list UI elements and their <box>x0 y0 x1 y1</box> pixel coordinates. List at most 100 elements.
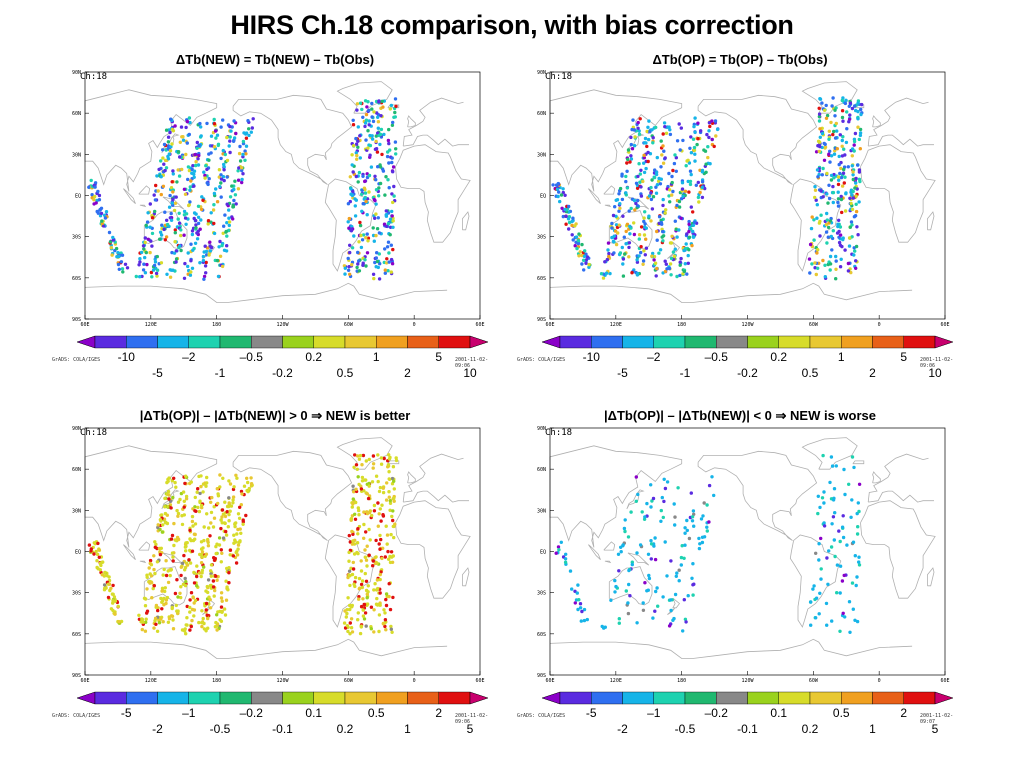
colorbar-label: 1 <box>372 350 380 364</box>
colorbar-label: –2 <box>647 350 661 364</box>
lat-tick-label: 30N <box>72 508 81 514</box>
colorbar-label: 10 <box>463 366 477 380</box>
colorbar-label: -5 <box>585 706 597 720</box>
lat-tick-label: 30N <box>537 508 546 514</box>
colorbar-label: –1 <box>647 706 661 720</box>
colorbar-label: –2 <box>182 350 196 364</box>
colorbar-label: –0.2 <box>704 706 728 720</box>
lon-tick-label: 0 <box>413 322 416 326</box>
colorbar-label: 0.5 <box>801 366 819 380</box>
panel-op-minus-obs: ΔTb(OP) = Tb(OP) – Tb(Obs) Ch:18 90N 60N 30N… <box>515 52 965 397</box>
colorbar <box>76 691 489 705</box>
colorbar-label: 1 <box>404 722 411 736</box>
colorbar-label: -0.2 <box>737 366 758 380</box>
lon-tick-label: 60E <box>80 322 89 326</box>
coastlines <box>549 437 936 659</box>
lon-tick-label: 60W <box>344 678 354 682</box>
timestamp: 2001-11-02-09:06 <box>920 357 954 369</box>
map-frame <box>84 71 481 320</box>
lon-tick-label: 0 <box>413 678 416 682</box>
lon-tick-label: 60E <box>545 678 554 682</box>
colorbar-label: –0.2 <box>239 706 263 720</box>
timestamp: 2001-11-02-09:07 <box>920 713 954 725</box>
lon-tick-label: 180 <box>677 678 686 682</box>
observation-points <box>551 96 864 281</box>
channel-label: Ch:18 <box>545 428 572 438</box>
timestamp: 2001-11-02-09:06 <box>455 713 489 725</box>
colorbar-label: 5 <box>466 722 474 736</box>
lon-tick-label: 0 <box>878 678 881 682</box>
lon-tick-label: 0 <box>878 322 881 326</box>
colorbar <box>76 335 489 349</box>
colorbar-label: 1 <box>869 722 876 736</box>
colorbar-label: -5 <box>152 366 163 380</box>
panel-new-is-better: |ΔTb(OP)| – |ΔTb(NEW)| > 0 ⇒ NEW is bett… <box>50 408 500 753</box>
lon-tick-label: 120E <box>145 678 157 682</box>
colorbar-label: 5 <box>931 722 939 736</box>
colorbar-label: 0.5 <box>832 706 850 720</box>
colorbar-label: 0.1 <box>770 706 788 720</box>
lat-tick-label: 30S <box>72 591 81 597</box>
lat-tick-label: EQ <box>75 550 81 556</box>
colorbar-label: 0.5 <box>336 366 354 380</box>
lon-tick-label: 60W <box>809 322 819 326</box>
colorbar-label: -0.1 <box>737 722 758 736</box>
lat-tick-label: 60S <box>537 632 546 638</box>
lon-tick-label: 60E <box>940 322 949 326</box>
lat-tick-label: 90S <box>72 317 81 323</box>
map-frame <box>549 427 946 676</box>
panel-title: |ΔTb(OP)| – |ΔTb(NEW)| > 0 ⇒ NEW is bett… <box>139 408 411 423</box>
lat-tick-label: 90S <box>72 673 81 679</box>
panel-title: ΔTb(NEW) = Tb(NEW) – Tb(Obs) <box>175 52 375 67</box>
colorbar-label: 2 <box>435 706 443 720</box>
lon-tick-label: 120E <box>610 322 622 326</box>
lat-tick-label: 30N <box>72 152 81 158</box>
colorbar-label: –0.5 <box>704 350 728 364</box>
colorbar-label: 1 <box>837 350 845 364</box>
lat-tick-label: 90N <box>72 70 81 76</box>
lat-tick-label: 60S <box>72 632 81 638</box>
colorbar-label: -1 <box>214 366 226 380</box>
page-title: HIRS Ch.18 comparison, with bias correct… <box>230 10 794 40</box>
panel-new-minus-obs: ΔTb(NEW) = Tb(NEW) – Tb(Obs) Ch:18 90N 60N 3… <box>50 52 500 397</box>
lat-tick-label: 60N <box>537 467 546 473</box>
channel-label: Ch:18 <box>80 428 107 438</box>
colorbar-label: 2 <box>404 366 411 380</box>
lon-tick-label: 60W <box>344 322 354 326</box>
colorbar-label: 0.2 <box>770 350 788 364</box>
lon-tick-label: 120W <box>741 322 754 326</box>
colorbar-label: 5 <box>435 350 443 364</box>
colorbar <box>541 691 954 705</box>
lon-tick-label: 120E <box>145 322 157 326</box>
colorbar-label: 0.2 <box>305 350 323 364</box>
lon-tick-label: 120W <box>741 678 754 682</box>
lat-tick-label: 30S <box>537 591 546 597</box>
lat-tick-label: EQ <box>540 194 546 200</box>
colorbar-label: -10 <box>582 350 600 364</box>
lat-tick-label: 90S <box>537 673 546 679</box>
coastlines <box>549 81 936 303</box>
lon-tick-label: 60W <box>809 678 819 682</box>
lat-tick-label: 30S <box>72 235 81 241</box>
colorbar-label: 0.2 <box>336 722 354 736</box>
colorbar-label: -0.2 <box>272 366 293 380</box>
panel-new-is-worse: |ΔTb(OP)| – |ΔTb(NEW)| < 0 ⇒ NEW is wors… <box>515 408 965 753</box>
lon-tick-label: 180 <box>212 322 221 326</box>
lon-tick-label: 60E <box>475 678 484 682</box>
timestamp: 2001-11-02-09:06 <box>455 357 489 369</box>
lat-tick-label: 60N <box>72 111 81 117</box>
colorbar-label: -0.1 <box>272 722 293 736</box>
lon-tick-label: 60E <box>545 322 554 326</box>
grads-credit: GrADS: COLA/IGES <box>517 713 566 719</box>
colorbar-label: 0.5 <box>367 706 385 720</box>
colorbar-label: -0.5 <box>209 722 231 736</box>
lon-tick-label: 60E <box>940 678 949 682</box>
lat-tick-label: 60N <box>537 111 546 117</box>
lon-tick-label: 60E <box>80 678 89 682</box>
colorbar-label: 0.2 <box>801 722 819 736</box>
colorbar-label: –0.5 <box>239 350 263 364</box>
map-frame <box>84 427 481 676</box>
lat-tick-label: 60S <box>537 276 546 282</box>
